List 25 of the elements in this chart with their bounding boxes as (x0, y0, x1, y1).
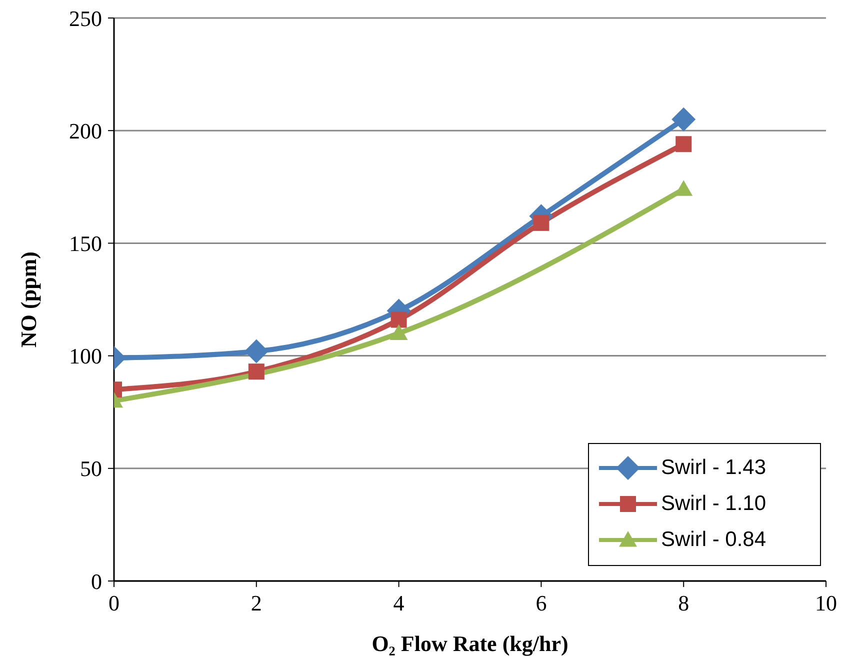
y-tick-label: 200 (69, 118, 102, 144)
point (244, 339, 268, 364)
x-tick-label: 10 (815, 590, 837, 616)
point (672, 107, 696, 132)
x-tick-label: 4 (393, 590, 404, 616)
legend-label: Swirl - 1.10 (661, 492, 766, 516)
point (676, 136, 692, 152)
y-tick-label: 50 (80, 456, 102, 482)
x-tick-label: 6 (536, 590, 547, 616)
point (533, 214, 550, 231)
point (674, 180, 693, 196)
legend-label: Swirl - 1.43 (661, 456, 766, 480)
x-axis-title: O₂ Flow Rate (kg/hr) (372, 631, 568, 656)
y-axis-title: NO (ppm) (16, 252, 41, 348)
point (390, 312, 407, 328)
point (390, 324, 408, 340)
x-tick-label: 8 (678, 590, 690, 616)
x-tick-label: 0 (108, 590, 120, 616)
y-tick-label: 150 (69, 231, 102, 256)
point (248, 364, 264, 380)
legend-label: Swirl - 0.84 (661, 528, 766, 552)
y-tick-label: 250 (69, 6, 102, 31)
x-tick-label: 2 (250, 590, 262, 616)
y-tick-label: 0 (91, 568, 102, 594)
y-tick-label: 100 (69, 344, 102, 369)
